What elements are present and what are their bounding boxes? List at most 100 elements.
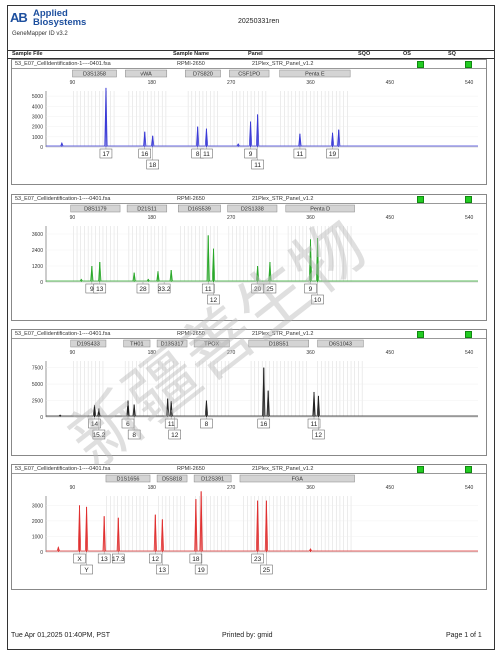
locus-bar xyxy=(239,474,355,483)
locus-label: D1S1656 xyxy=(117,477,140,483)
qc-os-flag xyxy=(417,61,424,68)
x-tick-label: 450 xyxy=(386,215,395,221)
allele-label: 19 xyxy=(198,567,206,574)
allele-label: 15.2 xyxy=(93,432,106,439)
locus-label: CSF1PO xyxy=(238,72,261,78)
allele-label: 8 xyxy=(132,432,136,439)
qc-sq-flag xyxy=(465,196,472,203)
allele-label: 11 xyxy=(297,151,304,158)
locus-label: D3S1358 xyxy=(83,72,106,78)
locus-bar xyxy=(70,339,107,348)
locus-label: vWA xyxy=(140,72,152,78)
col-panel: Panel xyxy=(248,51,263,57)
x-tick-label: 450 xyxy=(386,350,395,356)
locus-bar xyxy=(193,339,230,348)
allele-box xyxy=(80,564,93,575)
locus-bar xyxy=(177,204,221,213)
panel-info-row: 53_E07_Cellidentification-1----0401.fsa R… xyxy=(12,195,486,204)
x-tick-label: 540 xyxy=(465,485,474,491)
allele-label: 13 xyxy=(96,286,104,293)
x-tick-label: 180 xyxy=(148,215,157,221)
project-title: 20250331ren xyxy=(238,18,280,25)
locus-bar xyxy=(70,204,121,213)
locus-bar xyxy=(317,339,364,348)
sample-name: RPMI-2650 xyxy=(177,61,205,67)
x-tick-label: 540 xyxy=(465,350,474,356)
electropherogram-panel-black: 53_E07_Cellidentification-1----0401.fsa R… xyxy=(11,329,487,456)
col-os: OS xyxy=(403,51,411,57)
sample-file-name: 53_E07_CellIdentification-1----0401.fsa xyxy=(15,61,111,67)
col-sample-file: Sample File xyxy=(12,51,43,57)
x-tick-label: 90 xyxy=(70,80,76,86)
allele-label: 13 xyxy=(101,556,109,563)
signal-trace xyxy=(46,491,478,552)
allele-label: 19 xyxy=(329,151,337,158)
qc-sq-flag xyxy=(465,331,472,338)
x-tick-label: 540 xyxy=(465,215,474,221)
allele-label: 20 xyxy=(254,286,262,293)
allele-label: 9 xyxy=(249,151,253,158)
allele-label: 33.2 xyxy=(158,286,171,293)
x-tick-label: 180 xyxy=(148,485,157,491)
locus-label: D8S1179 xyxy=(84,207,107,213)
logo-text: Applied Biosystems xyxy=(33,9,87,28)
locus-bar xyxy=(248,339,309,348)
locus-label: D6S1043 xyxy=(329,342,352,348)
locus-label: Penta E xyxy=(305,72,325,78)
allele-label: 12 xyxy=(152,556,160,563)
allele-box xyxy=(92,429,106,440)
y-tick-label: 0 xyxy=(40,415,43,421)
electropherogram-plot: D8S1179 D21S11 D16S539 D2S1338 Penta D90 180 2… xyxy=(32,204,478,305)
logo-line-2: Biosystems xyxy=(33,17,87,28)
sample-name: RPMI-2650 xyxy=(177,196,205,202)
allele-label: 16 xyxy=(141,151,149,158)
x-tick-label: 540 xyxy=(465,80,474,86)
allele-box xyxy=(251,159,264,170)
allele-box xyxy=(311,294,324,305)
locus-label: TPOX xyxy=(204,342,219,348)
y-tick-label: 1000 xyxy=(32,534,43,540)
signal-trace xyxy=(46,367,478,417)
electropherogram-panel-green: 53_E07_Cellidentification-1----0401.fsa R… xyxy=(11,194,487,321)
y-tick-label: 5000 xyxy=(32,94,43,100)
locus-bar xyxy=(123,339,151,348)
print-datetime: Tue Apr 01,2025 01:40PM, PST xyxy=(11,632,110,639)
allele-box xyxy=(168,429,181,440)
electropherogram-plot: D19S433 TH01 D13S317 TPOX D18S51 D6S1043 90 180… xyxy=(32,339,478,440)
logo-mark: AB xyxy=(10,10,28,25)
x-tick-label: 90 xyxy=(70,215,76,221)
allele-label: 23 xyxy=(254,556,262,563)
allele-label: 8 xyxy=(196,151,200,158)
x-tick-label: 450 xyxy=(386,485,395,491)
panel-name: 21Plex_STR_Panel_v1.2 xyxy=(252,196,314,202)
locus-bar xyxy=(229,69,270,78)
y-tick-label: 1200 xyxy=(32,264,43,270)
electropherogram-panel-red: 53_E07_Cellidentification-1----0401.fsa R… xyxy=(11,464,487,590)
x-tick-label: 360 xyxy=(306,80,315,86)
allele-label: 9 xyxy=(309,286,313,293)
panel-info-row: 53_E07_Cellidentification-1----0401.fsa R… xyxy=(12,330,486,339)
locus-label: TH01 xyxy=(130,342,143,348)
x-tick-label: 270 xyxy=(227,80,236,86)
x-tick-label: 180 xyxy=(148,350,157,356)
qc-os-flag xyxy=(417,466,424,473)
locus-bar xyxy=(105,474,151,483)
locus-label: D16S539 xyxy=(188,207,211,213)
allele-box xyxy=(127,429,141,440)
locus-label: D18S51 xyxy=(269,342,289,348)
panel-name: 21Plex_STR_Panel_v1.2 xyxy=(252,331,314,337)
allele-box xyxy=(146,159,159,170)
allele-label: 25 xyxy=(266,286,274,293)
page-number: Page 1 of 1 xyxy=(446,632,482,639)
x-tick-label: 90 xyxy=(70,350,76,356)
allele-label: 11 xyxy=(254,162,261,169)
y-tick-label: 5000 xyxy=(32,382,43,388)
x-tick-label: 270 xyxy=(227,350,236,356)
sample-file-name: 53_E07_Cellidentification-1----0401.fsa xyxy=(15,331,111,337)
col-sqo: SQO xyxy=(358,51,371,57)
y-tick-label: 2000 xyxy=(32,125,43,131)
locus-bar xyxy=(185,69,221,78)
y-tick-label: 1000 xyxy=(32,135,43,141)
allele-label: 12 xyxy=(171,432,179,439)
